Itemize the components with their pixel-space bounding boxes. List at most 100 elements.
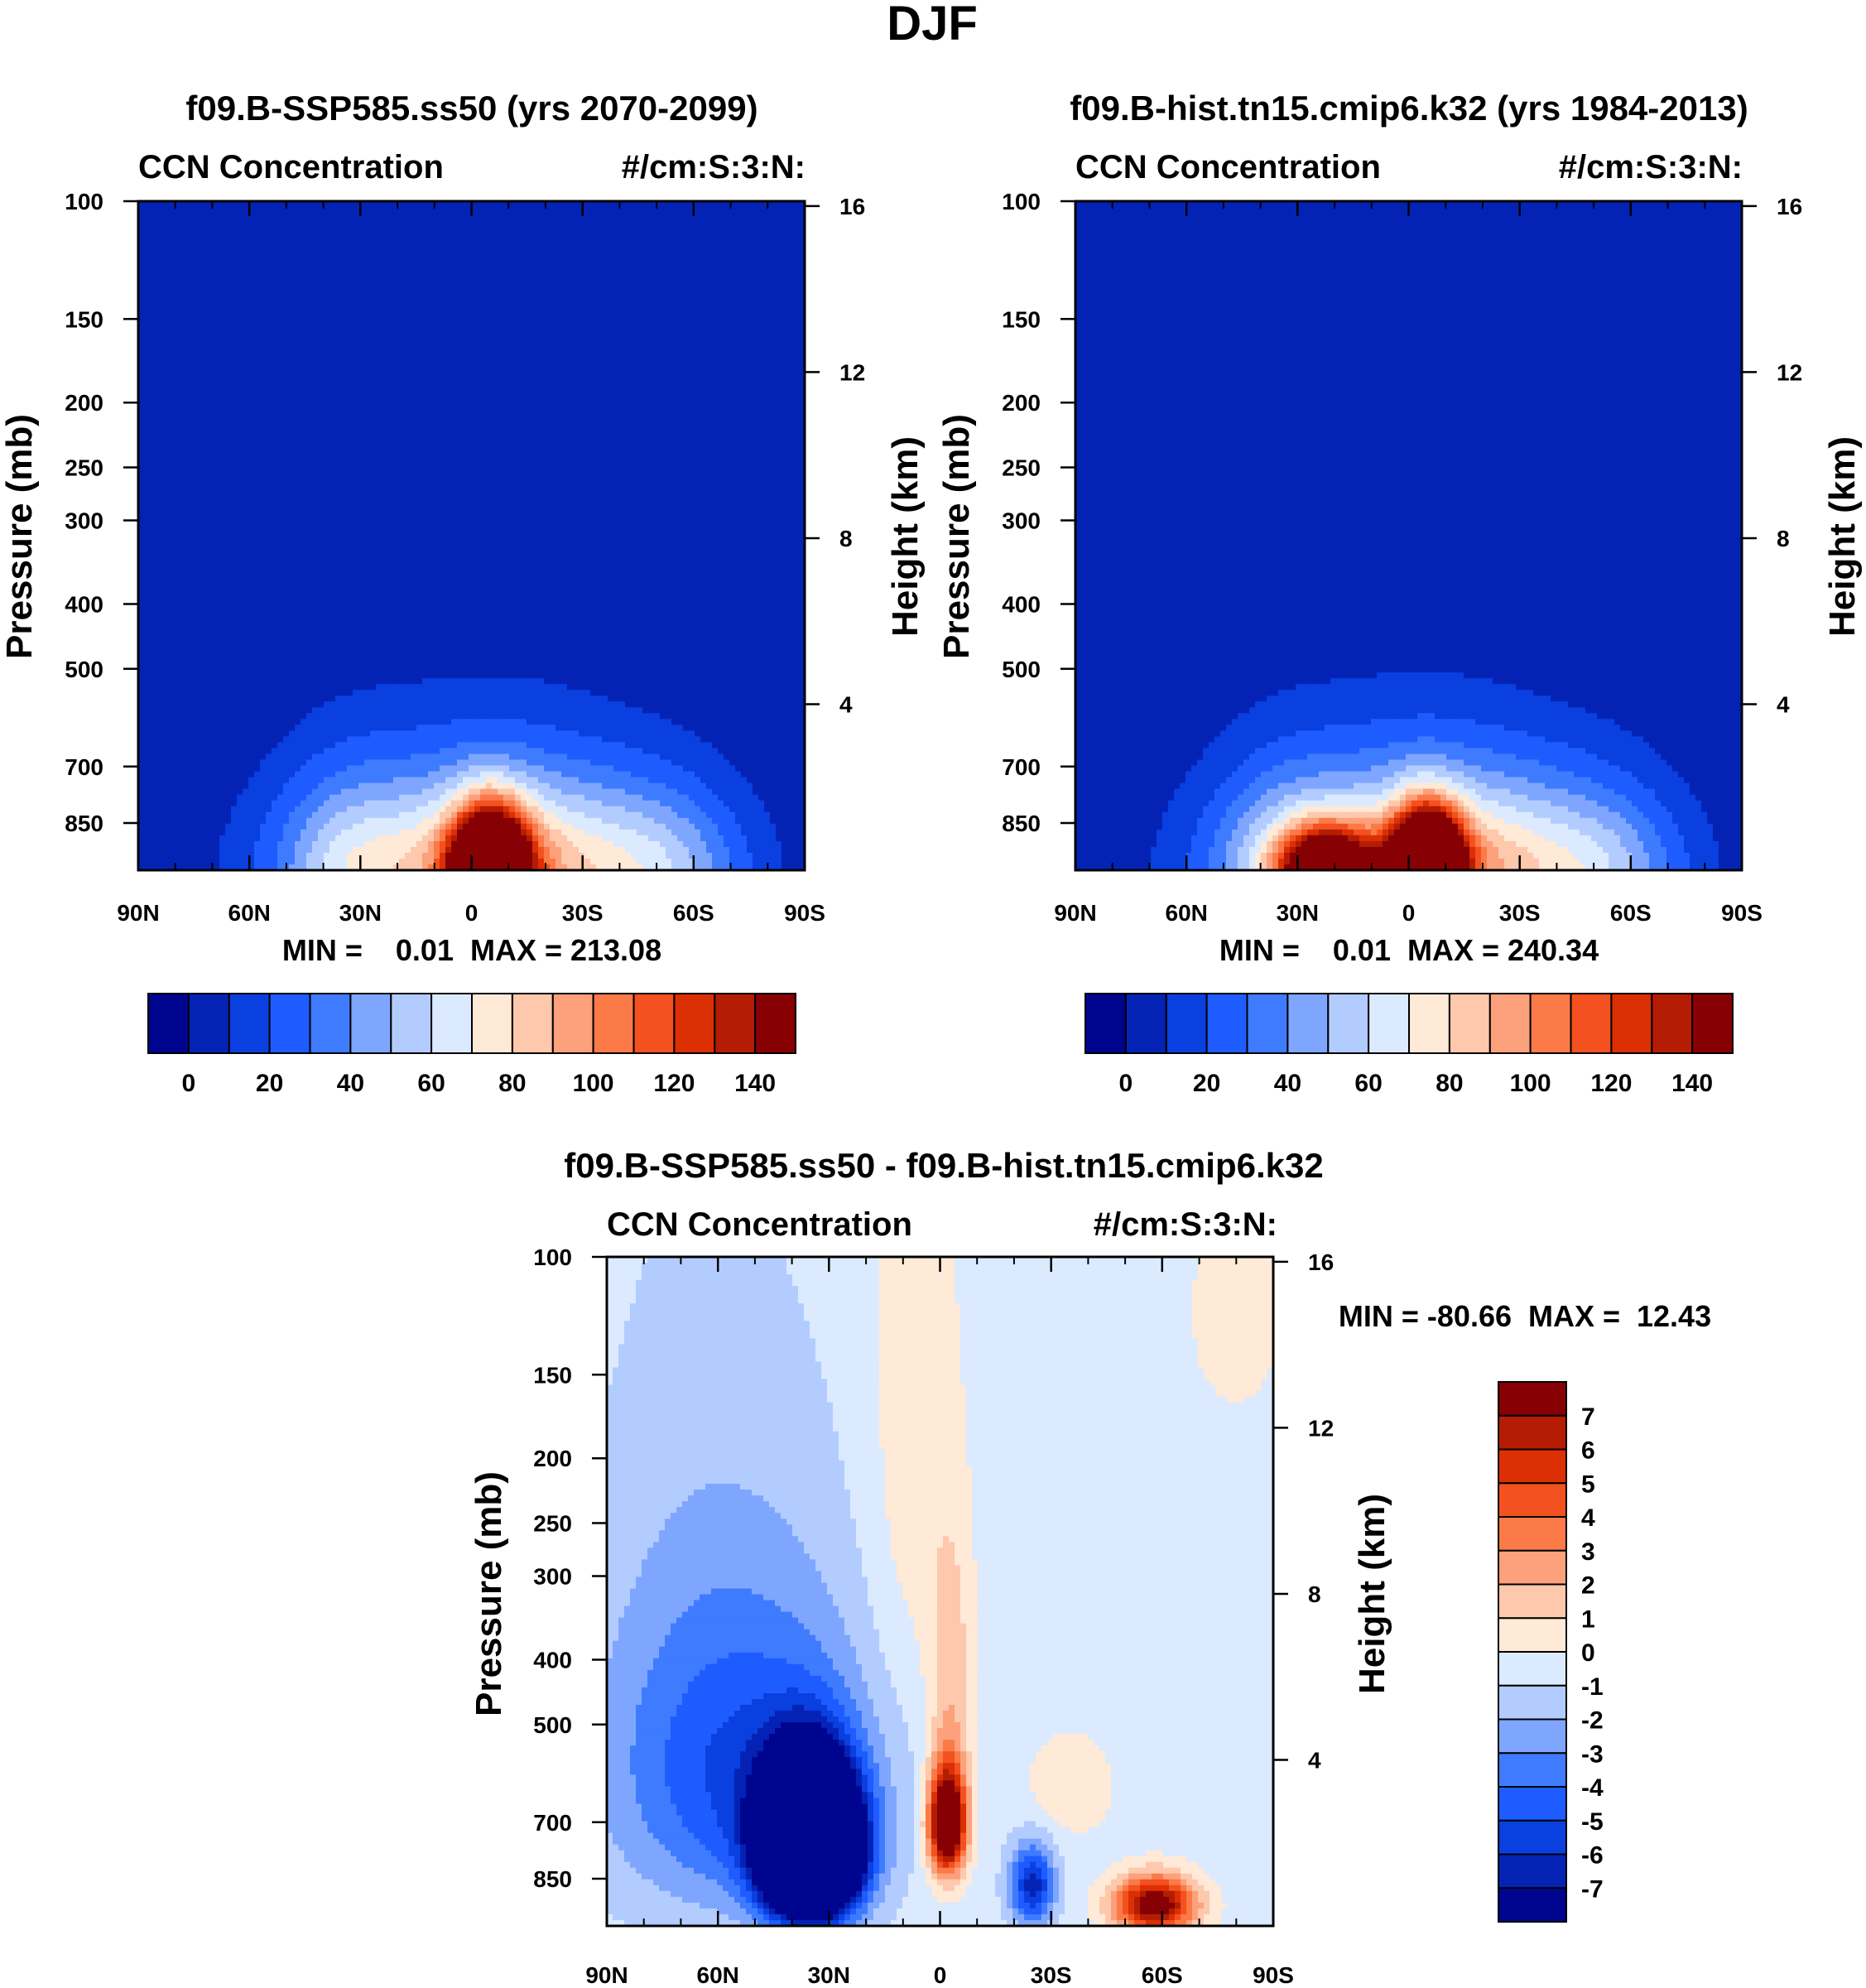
contour-cell xyxy=(347,294,353,301)
contour-cell xyxy=(457,288,464,296)
contour-cell xyxy=(492,358,498,365)
contour-cell xyxy=(382,434,388,440)
contour-cell xyxy=(503,416,510,423)
contour-cell xyxy=(509,207,516,214)
contour-cell xyxy=(671,224,678,231)
contour-cell xyxy=(561,352,568,359)
contour-cell xyxy=(625,271,632,277)
contour-cell xyxy=(283,306,290,313)
contour-cell xyxy=(237,219,243,225)
contour-cell xyxy=(660,224,666,231)
contour-cell xyxy=(266,346,272,354)
contour-cell xyxy=(561,323,568,330)
contour-cell xyxy=(185,317,191,325)
contour-cell xyxy=(457,434,464,440)
contour-cell xyxy=(486,404,493,412)
contour-cell xyxy=(700,358,707,365)
contour-cell xyxy=(695,224,701,231)
contour-cell xyxy=(150,207,156,214)
contour-cell xyxy=(416,363,423,371)
contour-cell xyxy=(382,440,388,446)
contour-cell xyxy=(167,352,174,359)
contour-cell xyxy=(619,358,626,365)
contour-cell xyxy=(156,346,162,354)
contour-cell xyxy=(225,282,232,290)
contour-cell xyxy=(445,201,452,208)
contour-cell xyxy=(387,434,394,440)
contour-cell xyxy=(225,440,232,446)
contour-cell xyxy=(457,346,464,354)
contour-cell xyxy=(237,277,243,283)
contour-cell xyxy=(214,445,220,452)
contour-cell xyxy=(260,259,267,266)
contour-cell xyxy=(161,340,168,348)
contour-cell xyxy=(399,288,406,296)
contour-cell xyxy=(405,369,411,377)
contour-cell xyxy=(150,294,156,301)
contour-cell xyxy=(324,445,330,452)
contour-cell xyxy=(324,451,330,458)
contour-cell xyxy=(295,340,301,348)
contour-cell xyxy=(231,282,238,290)
contour-cell xyxy=(677,282,684,290)
contour-cell xyxy=(538,259,545,266)
contour-cell xyxy=(608,352,614,359)
contour-cell xyxy=(434,445,440,452)
contour-cell xyxy=(179,363,185,371)
contour-cell xyxy=(144,410,151,417)
contour-cell xyxy=(480,306,487,313)
contour-cell xyxy=(782,294,788,301)
contour-cell xyxy=(243,311,249,319)
contour-cell xyxy=(411,265,417,272)
contour-cell xyxy=(712,207,719,214)
contour-cell xyxy=(243,369,249,377)
contour-cell xyxy=(631,434,637,440)
contour-cell xyxy=(243,358,249,365)
contour-cell xyxy=(364,219,371,225)
contour-cell xyxy=(596,300,603,307)
contour-cell xyxy=(341,219,348,225)
contour-cell xyxy=(764,392,771,400)
contour-cell xyxy=(735,277,742,283)
contour-cell xyxy=(677,294,684,301)
contour-cell xyxy=(613,282,620,290)
contour-cell xyxy=(306,329,313,336)
contour-cell xyxy=(144,288,151,296)
contour-cell xyxy=(474,392,481,400)
contour-cell xyxy=(642,323,649,330)
contour-cell xyxy=(596,358,603,365)
contour-cell xyxy=(660,219,666,225)
contour-cell xyxy=(416,398,423,406)
contour-cell xyxy=(753,387,759,394)
contour-cell xyxy=(196,363,203,371)
contour-cell xyxy=(654,259,661,266)
contour-cell xyxy=(683,445,690,452)
contour-cell xyxy=(196,416,203,423)
contour-cell xyxy=(666,422,672,429)
contour-cell xyxy=(353,387,359,394)
contour-cell xyxy=(486,340,493,348)
contour-cell xyxy=(793,410,800,417)
contour-cell xyxy=(753,224,759,231)
contour-cell xyxy=(382,253,388,260)
contour-cell xyxy=(150,358,156,365)
contour-cell xyxy=(376,329,382,336)
contour-cell xyxy=(254,358,261,365)
contour-cell xyxy=(666,416,672,423)
contour-cell xyxy=(608,219,614,225)
contour-cell xyxy=(689,277,695,283)
contour-cell xyxy=(399,224,406,231)
contour-cell xyxy=(602,259,608,266)
contour-cell xyxy=(608,300,614,307)
contour-cell xyxy=(671,282,678,290)
contour-cell xyxy=(243,375,249,383)
contour-cell xyxy=(225,428,232,435)
contour-cell xyxy=(729,207,736,214)
contour-cell xyxy=(735,392,742,400)
contour-cell xyxy=(642,422,649,429)
contour-cell xyxy=(167,381,174,388)
contour-cell xyxy=(422,201,429,208)
contour-cell xyxy=(138,294,145,301)
contour-cell xyxy=(260,422,267,429)
contour-cell xyxy=(724,434,730,440)
